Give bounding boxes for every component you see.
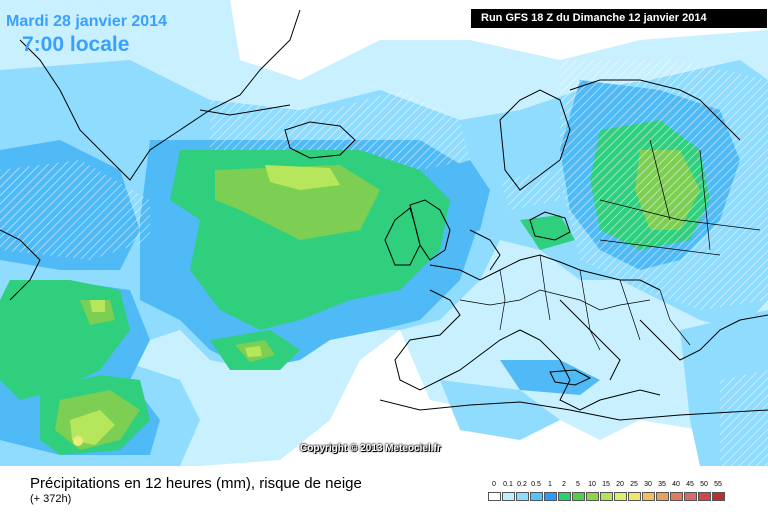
- legend-label: 20: [616, 481, 624, 488]
- footer-subtitle: (+ 372h): [30, 493, 72, 505]
- legend-swatch: [656, 492, 669, 501]
- legend-swatch: [488, 492, 501, 501]
- legend-swatch: [684, 492, 697, 501]
- footer: Précipitations en 12 heures (mm), risque…: [0, 466, 768, 512]
- legend-label: 30: [644, 481, 652, 488]
- legend-swatch: [572, 492, 585, 501]
- run-info: Run GFS 18 Z du Dimanche 12 janvier 2014: [471, 9, 767, 28]
- precip-lime-layer: [70, 165, 340, 445]
- legend-label: 55: [714, 481, 722, 488]
- legend-swatch: [712, 492, 725, 501]
- legend-label: 0.1: [503, 481, 513, 488]
- forecast-date: Mardi 28 janvier 2014: [6, 13, 167, 30]
- footer-title: Précipitations en 12 heures (mm), risque…: [30, 475, 362, 492]
- legend-swatch: [698, 492, 711, 501]
- legend-swatches: [488, 492, 758, 501]
- legend-swatch: [516, 492, 529, 501]
- forecast-time: 7:00 locale: [22, 33, 130, 56]
- legend-swatch: [544, 492, 557, 501]
- legend-swatch: [670, 492, 683, 501]
- legend-swatch: [586, 492, 599, 501]
- legend-label: 2: [562, 481, 566, 488]
- legend-label: 15: [602, 481, 610, 488]
- legend-label: 1: [548, 481, 552, 488]
- legend-swatch: [558, 492, 571, 501]
- legend-label: 0.5: [531, 481, 541, 488]
- color-legend: 0 0.1 0.2 0.5 1 2 5 10 15 20 25 30 35 40 45 50 55: [488, 481, 758, 501]
- legend-swatch: [614, 492, 627, 501]
- coastlines: [0, 9, 768, 421]
- legend-label: 25: [630, 481, 638, 488]
- legend-swatch: [530, 492, 543, 501]
- legend-swatch: [628, 492, 641, 501]
- legend-labels: 0 0.1 0.2 0.5 1 2 5 10 15 20 25 30 35 40 45 50 55: [488, 481, 758, 491]
- legend-label: 0: [492, 481, 496, 488]
- copyright-text: Copyright © 2013 Meteociel.fr: [300, 443, 441, 454]
- legend-label: 10: [588, 481, 596, 488]
- legend-swatch: [642, 492, 655, 501]
- legend-label: 0.2: [517, 481, 527, 488]
- precip-yellow-layer: [73, 436, 83, 446]
- snow-risk-hatching: [0, 60, 768, 466]
- precipitation-map: [0, 0, 768, 466]
- legend-swatch: [502, 492, 515, 501]
- legend-label: 5: [576, 481, 580, 488]
- legend-label: 35: [658, 481, 666, 488]
- legend-swatch: [600, 492, 613, 501]
- legend-label: 45: [686, 481, 694, 488]
- borders: [459, 139, 761, 351]
- legend-label: 40: [672, 481, 680, 488]
- legend-label: 50: [700, 481, 708, 488]
